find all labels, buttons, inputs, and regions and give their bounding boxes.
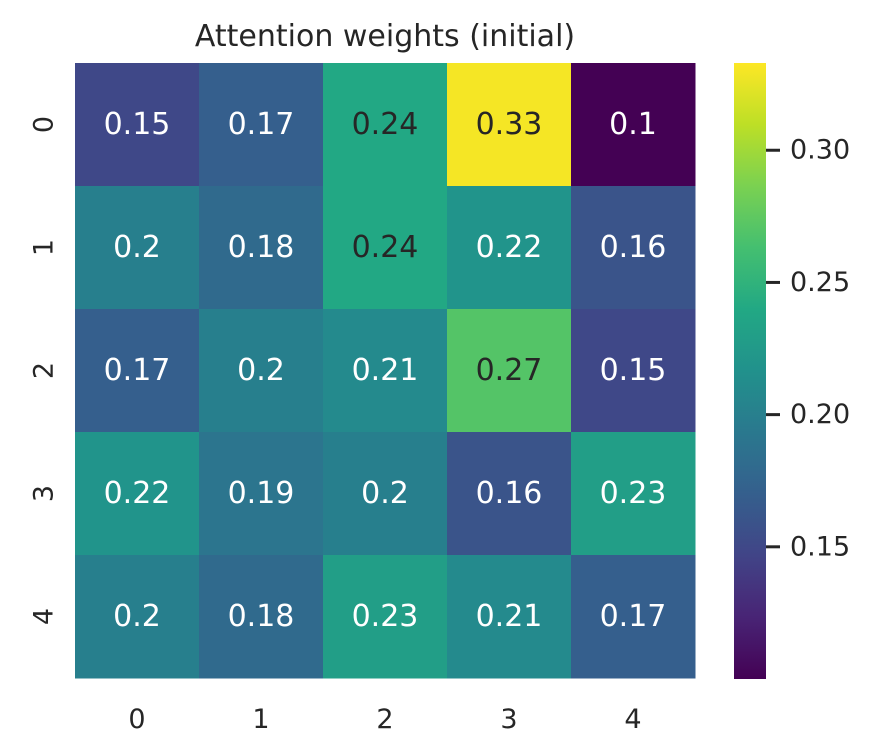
cell-value-label: 0.17: [600, 599, 667, 634]
cell-value-label: 0.21: [352, 353, 419, 388]
cell-value-label: 0.17: [104, 353, 171, 388]
y-tick-label: 4: [29, 608, 60, 625]
heatmap-cell: [75, 63, 200, 187]
y-tick-label: 3: [29, 485, 60, 502]
heatmap-cell: [75, 186, 200, 310]
colorbar-tick-label: 0.25: [790, 267, 850, 298]
heatmap-cell: [199, 186, 324, 310]
cell-value-label: 0.15: [600, 353, 667, 388]
heatmap-cell: [323, 555, 448, 679]
cell-value-label: 0.22: [476, 230, 543, 265]
heatmap-cell: [447, 555, 572, 679]
cell-value-label: 0.33: [476, 107, 543, 142]
x-tick-label: 1: [252, 704, 269, 735]
heatmap-cell: [447, 432, 572, 556]
cell-value-label: 0.2: [237, 353, 285, 388]
heatmap-cell: [571, 186, 696, 310]
heatmap-cell: [323, 309, 448, 433]
colorbar-gradient: [734, 63, 766, 679]
heatmap-cell: [323, 186, 448, 310]
heatmap-cell: [323, 432, 448, 556]
colorbar-tick-label: 0.20: [790, 399, 850, 430]
y-tick-label: 1: [29, 239, 60, 256]
heatmap-cell: [323, 63, 448, 187]
heatmap-cells: [75, 63, 696, 679]
x-tick-label: 2: [376, 704, 393, 735]
cell-value-label: 0.18: [228, 599, 295, 634]
heatmap-cell: [199, 309, 324, 433]
x-tick-label: 0: [128, 704, 145, 735]
x-tick-label: 4: [624, 704, 641, 735]
heatmap-cell: [75, 432, 200, 556]
colorbar-tick-label: 0.30: [790, 135, 850, 166]
heatmap-cell: [571, 555, 696, 679]
colorbar-tick-label: 0.15: [790, 531, 850, 562]
x-axis: 0 1 2 3 4: [128, 704, 641, 735]
heatmap-cell: [447, 63, 572, 187]
heatmap-cell-labels: 0.15 0.17 0.24 0.33 0.1 0.2 0.18 0.24 0.22 0.16 0.…: [104, 107, 667, 634]
cell-value-label: 0.15: [104, 107, 171, 142]
heatmap-cell: [447, 186, 572, 310]
cell-value-label: 0.18: [228, 230, 295, 265]
heatmap-cell: [75, 555, 200, 679]
cell-value-label: 0.16: [476, 476, 543, 511]
cell-value-label: 0.17: [228, 107, 295, 142]
colorbar: 0.15 0.20 0.25 0.30: [734, 63, 850, 679]
cell-value-label: 0.27: [476, 353, 543, 388]
chart-title: Attention weights (initial): [195, 19, 575, 54]
cell-value-label: 0.23: [600, 476, 667, 511]
cell-value-label: 0.16: [600, 230, 667, 265]
cell-value-label: 0.22: [104, 476, 171, 511]
heatmap-cell: [199, 555, 324, 679]
cell-value-label: 0.2: [113, 599, 161, 634]
cell-value-label: 0.2: [361, 476, 409, 511]
heatmap-cell: [571, 63, 696, 187]
heatmap-cell: [571, 309, 696, 433]
x-tick-label: 3: [500, 704, 517, 735]
cell-value-label: 0.19: [228, 476, 295, 511]
heatmap-cell: [199, 432, 324, 556]
cell-value-label: 0.24: [352, 230, 419, 265]
cell-value-label: 0.24: [352, 107, 419, 142]
cell-value-label: 0.23: [352, 599, 419, 634]
heatmap-cell: [571, 432, 696, 556]
y-axis: 0 1 2 3 4: [29, 116, 60, 625]
y-tick-label: 2: [29, 362, 60, 379]
cell-value-label: 0.2: [113, 230, 161, 265]
heatmap-cell: [75, 309, 200, 433]
y-tick-label: 0: [29, 116, 60, 133]
cell-value-label: 0.1: [609, 107, 657, 142]
heatmap-cell: [447, 309, 572, 433]
cell-value-label: 0.21: [476, 599, 543, 634]
heatmap-cell: [199, 63, 324, 187]
